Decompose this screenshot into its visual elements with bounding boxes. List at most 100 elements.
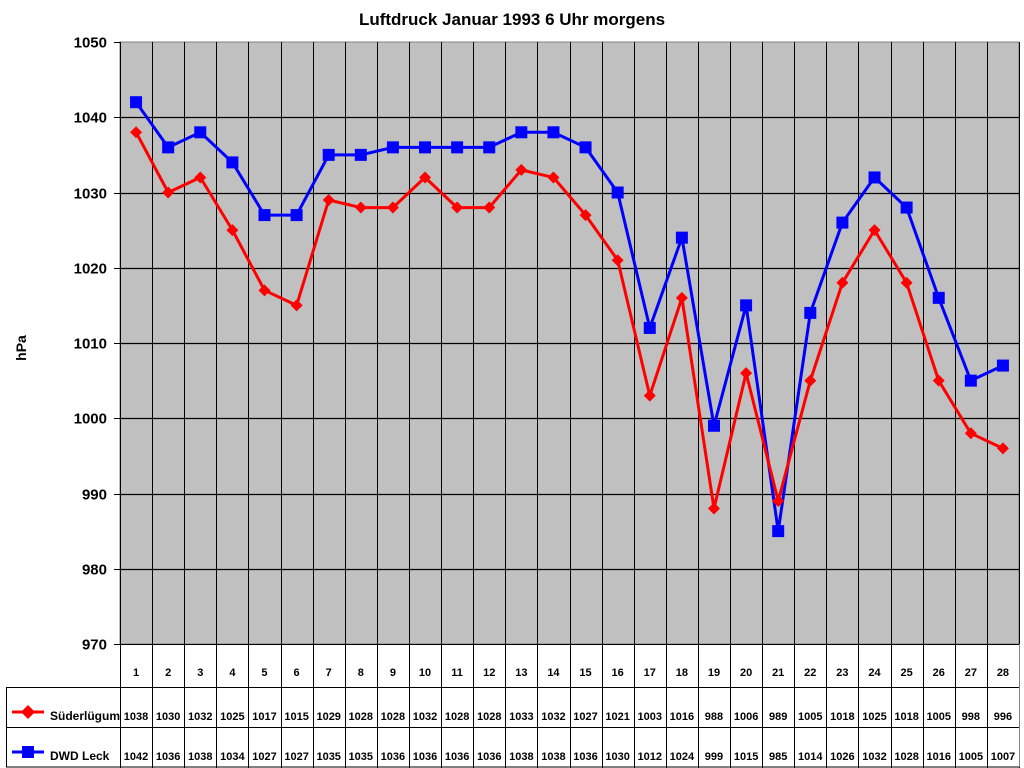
table-cell: 1032 — [862, 751, 886, 763]
table-cell: 989 — [769, 711, 787, 723]
data-point-diamond — [772, 495, 785, 508]
data-point-square — [675, 231, 688, 244]
table-cell: 998 — [962, 711, 980, 723]
x-category-label: 25 — [901, 667, 913, 679]
data-point-diamond — [836, 276, 849, 289]
data-point-diamond — [483, 201, 496, 214]
data-point-square — [804, 306, 817, 319]
data-point-diamond — [258, 284, 271, 297]
y-tick-label: 1040 — [74, 110, 107, 127]
data-point-square — [354, 148, 367, 161]
data-point-diamond — [515, 163, 528, 176]
table-cell: 1042 — [124, 751, 148, 763]
legend-label: DWD Leck — [50, 749, 110, 763]
legend-label: Süderlügum — [50, 709, 120, 723]
table-cell: 1003 — [638, 711, 662, 723]
table-cell: 1036 — [477, 751, 501, 763]
data-point-diamond — [932, 374, 945, 387]
data-point-square — [996, 359, 1009, 372]
table-cell: 1038 — [541, 751, 565, 763]
table-cell: 1014 — [798, 751, 823, 763]
table-cell: 996 — [994, 711, 1012, 723]
x-category-label: 14 — [547, 667, 560, 679]
table-cell: 1025 — [220, 711, 244, 723]
table-cell: 1005 — [959, 751, 983, 763]
x-category-label: 21 — [772, 667, 784, 679]
x-category-label: 2 — [165, 667, 171, 679]
y-tick-label: 970 — [82, 637, 107, 654]
table-cell: 1032 — [188, 711, 212, 723]
data-point-square — [932, 291, 945, 304]
table-cell: 1038 — [509, 751, 533, 763]
table-cell: 1025 — [862, 711, 886, 723]
table-cell: 1036 — [381, 751, 405, 763]
data-point-square — [451, 141, 464, 154]
table-cell: 1036 — [445, 751, 469, 763]
table-cell: 1028 — [349, 711, 373, 723]
y-tick-label: 990 — [82, 487, 107, 504]
data-point-square — [162, 141, 175, 154]
series-line-1 — [134, 101, 1004, 533]
x-category-label: 16 — [612, 667, 624, 679]
table-cell: 1034 — [220, 751, 245, 763]
table-cell: 988 — [705, 711, 723, 723]
x-category-label: 3 — [197, 667, 203, 679]
data-point-square — [740, 299, 753, 312]
table-cell: 1029 — [316, 711, 340, 723]
series-line-0 — [134, 131, 1004, 510]
x-category-label: 23 — [836, 667, 848, 679]
table-cell: 1005 — [798, 711, 822, 723]
data-point-diamond — [290, 299, 303, 312]
table-cell: 1032 — [413, 711, 437, 723]
y-tick-label: 980 — [82, 562, 107, 579]
data-point-diamond — [740, 367, 753, 380]
table-cell: 1015 — [284, 711, 308, 723]
data-point-square — [194, 126, 207, 139]
table-cell: 1036 — [573, 751, 597, 763]
table-cell: 1027 — [284, 751, 308, 763]
data-point-diamond — [964, 427, 977, 440]
data-point-diamond — [900, 276, 913, 289]
data-point-square — [130, 96, 143, 109]
x-category-label: 1 — [133, 667, 139, 679]
table-cell: 1015 — [734, 751, 758, 763]
table-cell: 1016 — [670, 711, 694, 723]
table-cell: 1007 — [991, 751, 1015, 763]
data-point-square — [772, 525, 785, 538]
data-point-diamond — [996, 442, 1009, 455]
table-cell: 1035 — [316, 751, 340, 763]
data-point-diamond — [194, 171, 207, 184]
y-tick-label: 1050 — [74, 35, 107, 52]
table-cell: 1036 — [413, 751, 437, 763]
x-category-label: 26 — [933, 667, 945, 679]
x-category-label: 27 — [965, 667, 977, 679]
y-tick-label: 1010 — [74, 336, 107, 353]
data-point-square — [419, 141, 432, 154]
data-point-diamond — [804, 374, 817, 387]
data-point-square — [868, 171, 881, 184]
data-point-square — [900, 201, 913, 214]
table-cell: 1030 — [605, 751, 629, 763]
data-point-square — [322, 148, 335, 161]
table-cell: 1018 — [894, 711, 918, 723]
x-category-label: 5 — [261, 667, 267, 679]
x-category-label: 9 — [390, 667, 396, 679]
x-category-label: 6 — [294, 667, 300, 679]
data-point-square — [290, 209, 303, 222]
table-cell: 999 — [705, 751, 723, 763]
table-cell: 1012 — [638, 751, 662, 763]
data-point-square — [707, 419, 720, 432]
table-cell: 1017 — [252, 711, 276, 723]
x-category-label: 10 — [419, 667, 431, 679]
table-cell: 1027 — [252, 751, 276, 763]
y-tick-label: 1000 — [74, 411, 107, 428]
x-category-label: 12 — [483, 667, 495, 679]
data-point-square — [643, 321, 656, 334]
data-point-square — [547, 126, 560, 139]
legend-square-icon — [22, 746, 34, 758]
data-point-diamond — [643, 389, 656, 402]
table-cell: 1032 — [541, 711, 565, 723]
data-point-diamond — [226, 224, 239, 237]
table-cell: 1033 — [509, 711, 533, 723]
x-category-label: 19 — [708, 667, 720, 679]
